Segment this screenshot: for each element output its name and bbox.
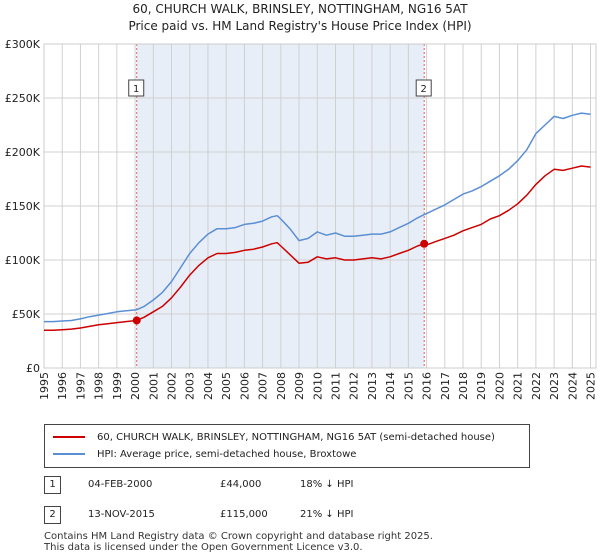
plot-border (43, 43, 597, 369)
chart-subtitle: Price paid vs. HM Land Registry's House … (128, 19, 472, 33)
y-tick-label: £200K (5, 146, 41, 159)
x-tick-label: 2012 (348, 372, 361, 400)
footer-copyright: Contains HM Land Registry data © Crown c… (44, 531, 433, 542)
x-tick-label: 1998 (93, 372, 106, 400)
x-tick-label: 1999 (111, 372, 124, 400)
legend-entry-hpi: HPI: Average price, semi-detached house,… (53, 446, 356, 462)
legend-entry-price-paid: 60, CHURCH WALK, BRINSLEY, NOTTINGHAM, N… (53, 429, 495, 445)
y-tick-label: £150K (5, 200, 41, 213)
y-tick-label: £300K (5, 38, 41, 51)
transaction-price: £115,000 (220, 509, 268, 520)
x-tick-label: 2016 (421, 372, 434, 400)
x-tick-label: 1996 (56, 372, 69, 400)
x-tick-label: 2010 (311, 372, 324, 400)
legend-label-price-paid: 60, CHURCH WALK, BRINSLEY, NOTTINGHAM, N… (97, 431, 495, 443)
hpi-line (44, 112, 591, 323)
x-tick-label: 2003 (184, 372, 197, 400)
footer-licence: This data is licensed under the Open Gov… (44, 542, 363, 553)
x-tick-label: 2007 (257, 372, 270, 400)
price-chart: £0 £50K £100K £150K £200K £250K £300K 1995 1996 1… (5, 38, 598, 400)
x-tick-label: 2002 (166, 372, 179, 400)
transaction-date: 13-NOV-2015 (88, 509, 155, 520)
chart-legend: 60, CHURCH WALK, BRINSLEY, NOTTINGHAM, N… (44, 424, 530, 468)
x-tick-label: 2022 (530, 372, 543, 400)
x-tick-label: 2025 (585, 372, 598, 400)
legend-label-hpi: HPI: Average price, semi-detached house,… (97, 448, 357, 460)
transaction-hpi-note: 21% ↓ HPI (300, 509, 354, 520)
transaction-label-box (415, 79, 432, 97)
transaction-label-number: 2 (421, 84, 427, 95)
x-tick-label: 2018 (457, 372, 470, 400)
legend-swatch-price-paid (53, 436, 85, 438)
transaction-point (420, 239, 429, 248)
x-tick-label: 2005 (220, 372, 233, 400)
y-tick-label: £0 (26, 362, 40, 375)
chart-title: 60, CHURCH WALK, BRINSLEY, NOTTINGHAM, N… (132, 2, 468, 16)
x-tick-label: 1997 (74, 372, 87, 400)
x-tick-label: 2001 (147, 372, 160, 400)
x-tick-label: 2020 (493, 372, 506, 400)
x-tick-label: 2008 (275, 372, 288, 400)
transaction-number: 1 (44, 476, 61, 494)
x-tick-label: 2011 (329, 372, 342, 400)
x-tick-label: 2013 (366, 372, 379, 400)
y-tick-label: £250K (5, 92, 41, 105)
x-tick-label: 2000 (129, 372, 142, 400)
x-tick-label: 2006 (238, 372, 251, 400)
x-tick-label: 2024 (566, 372, 579, 400)
footer: Contains HM Land Registry data © Crown c… (44, 531, 433, 553)
y-tick-label: £100K (5, 254, 41, 267)
x-tick-label: 1995 (38, 372, 51, 400)
transaction-label-number: 1 (133, 84, 139, 95)
y-tick-label: £50K (12, 308, 41, 321)
x-tick-label: 2009 (293, 372, 306, 400)
transaction-label-box (128, 79, 145, 97)
transaction-point (132, 316, 141, 325)
x-tick-label: 2014 (384, 372, 397, 400)
x-tick-label: 2021 (512, 372, 525, 400)
x-tick-label: 2019 (475, 372, 488, 400)
x-tick-label: 2015 (402, 372, 415, 400)
x-tick-label: 2017 (439, 372, 452, 400)
transaction-price: £44,000 (220, 479, 262, 490)
x-tick-label: 2004 (202, 372, 215, 400)
transaction-date: 04-FEB-2000 (88, 479, 153, 490)
transaction-hpi-note: 18% ↓ HPI (300, 479, 354, 490)
legend-swatch-hpi (53, 453, 85, 455)
x-tick-label: 2023 (548, 372, 561, 400)
transaction-number: 2 (44, 506, 61, 524)
